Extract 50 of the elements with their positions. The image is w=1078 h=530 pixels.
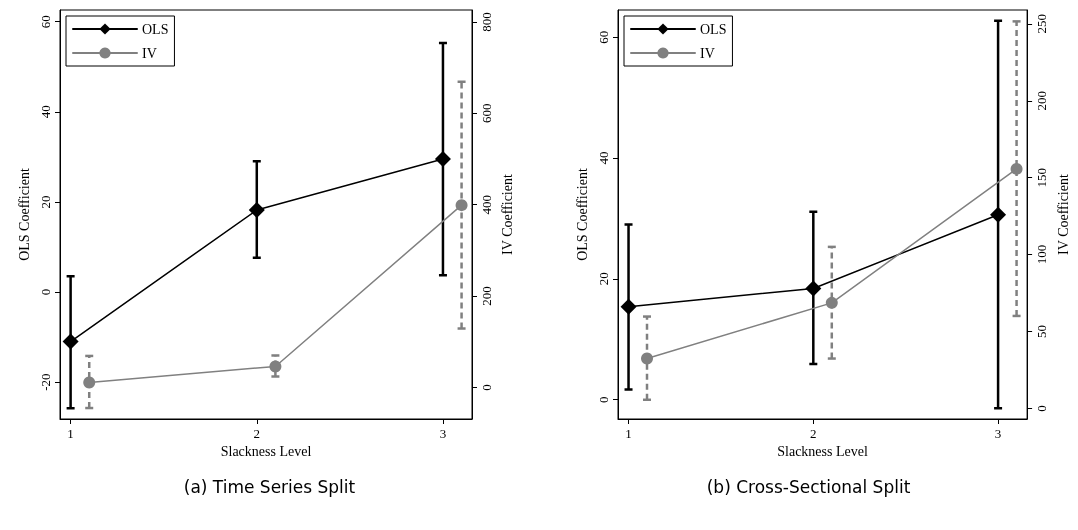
- x-tick-label: 3: [439, 426, 447, 441]
- point: [990, 206, 1007, 223]
- legend-label: OLS: [142, 21, 169, 37]
- x-axis-title: Slackness Level: [220, 444, 312, 460]
- y-tick-label: 40: [38, 105, 53, 119]
- y-tick-label: 40: [596, 151, 611, 165]
- y2-tick-label: 150: [1034, 167, 1050, 188]
- y2-tick-label: 100: [1034, 244, 1050, 265]
- y-tick-label: -20: [38, 373, 53, 391]
- point: [83, 376, 96, 389]
- y-tick-label: 60: [596, 30, 611, 44]
- y2-tick-label: 800: [479, 12, 494, 32]
- y2-tick-label: 600: [479, 103, 494, 124]
- point: [434, 151, 451, 168]
- y-tick-label: 0: [38, 288, 53, 296]
- legend-label: OLS: [700, 21, 727, 37]
- x-axis-title: Slackness Level: [777, 444, 868, 460]
- legend-label: IV: [700, 45, 715, 61]
- point: [1010, 162, 1023, 175]
- text: (a) Time Series Split: [183, 476, 356, 497]
- y2-tick-label: 50: [1034, 324, 1050, 338]
- point: [62, 333, 79, 350]
- x-tick-label: 1: [625, 426, 632, 441]
- x-tick-label: 1: [67, 426, 74, 441]
- y-axis-title: OLS Coefficient: [16, 168, 32, 261]
- y2-tick-label: 0: [479, 384, 494, 391]
- point: [825, 296, 838, 309]
- y2-tick-label: 0: [1034, 405, 1050, 412]
- legend-label: IV: [142, 45, 157, 61]
- y-tick-label: 0: [596, 396, 611, 403]
- x-tick-label: 2: [253, 426, 261, 441]
- text: (b) Cross-Sectional Split: [706, 476, 911, 497]
- y-tick-label: 20: [596, 272, 611, 286]
- x-tick-label: 3: [994, 426, 1002, 441]
- y-tick-label: 60: [38, 15, 53, 29]
- y2-tick-label: 200: [1034, 91, 1050, 111]
- y2-tick-label: 250: [1034, 14, 1050, 34]
- point: [455, 199, 468, 212]
- y2-tick-label: 400: [479, 194, 494, 215]
- point: [248, 202, 265, 218]
- y-tick-label: 20: [38, 195, 53, 209]
- point: [269, 360, 282, 373]
- point: [641, 352, 654, 365]
- x-tick-label: 2: [810, 426, 817, 441]
- y2-tick-label: 200: [479, 286, 494, 306]
- point: [805, 280, 822, 297]
- point: [620, 298, 637, 315]
- y-axis-title: OLS Coefficient: [574, 168, 590, 261]
- y2-axis-title: IV Coefficient: [1055, 174, 1071, 255]
- y2-axis-title: IV Coefficient: [500, 174, 516, 255]
